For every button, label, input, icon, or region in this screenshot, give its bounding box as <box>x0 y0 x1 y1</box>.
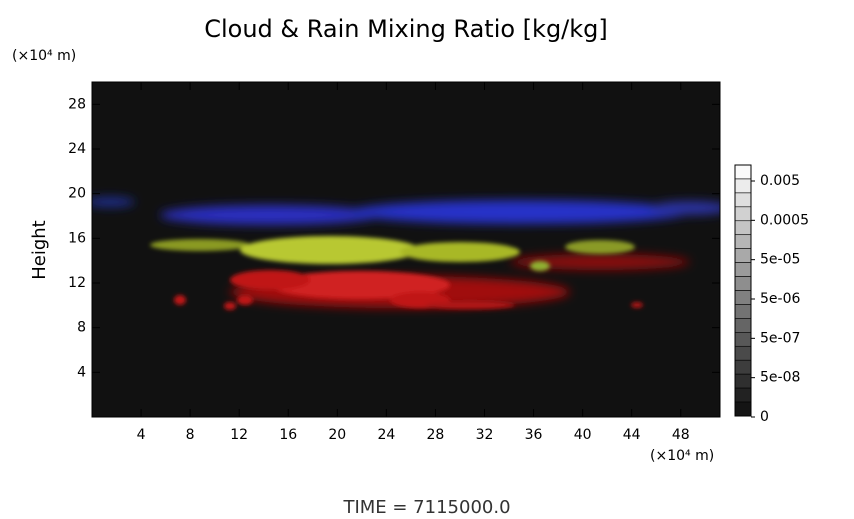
x-tick-label: 8 <box>186 427 195 443</box>
y-tick-label: 12 <box>68 275 86 291</box>
x-tick-label: 20 <box>328 427 346 443</box>
x-tick-label: 12 <box>230 427 248 443</box>
x-tick-label: 40 <box>574 427 592 443</box>
colorbar-segment <box>734 192 752 208</box>
colorbar-tick-label: 5e-08 <box>760 370 800 386</box>
x-tick-label: 48 <box>672 427 690 443</box>
colorbar-segment <box>734 276 752 291</box>
y-tick-label: 8 <box>77 320 86 336</box>
plot-frame <box>91 81 721 418</box>
y-axis-label: Height <box>29 220 50 280</box>
colorbar-segment <box>734 206 752 222</box>
colorbar-segment <box>734 234 752 249</box>
colorbar-segment <box>734 290 752 305</box>
colorbar-segment <box>734 318 752 333</box>
colorbar-segment <box>734 387 752 403</box>
x-tick-label: 24 <box>377 427 395 443</box>
x-tick-label: 44 <box>623 427 641 443</box>
y-tick-label: 16 <box>68 230 86 246</box>
y-tick-label: 20 <box>68 186 86 202</box>
colorbar-tick-label: 5e-07 <box>760 330 800 346</box>
chart-title: Cloud & Rain Mixing Ratio [kg/kg] <box>204 15 608 43</box>
colorbar-tick-label: 5e-06 <box>760 291 800 307</box>
colorbar-segment <box>734 248 752 263</box>
colorbar-segment <box>734 178 752 194</box>
colorbar-segment <box>734 164 752 180</box>
colorbar-segment <box>734 401 752 417</box>
y-tick-label: 28 <box>68 96 86 112</box>
y-tick-label: 24 <box>68 141 86 157</box>
x-tick-label: 32 <box>476 427 494 443</box>
y-unit: (×10⁴ m) <box>12 48 76 64</box>
colorbar-segment <box>734 332 752 347</box>
y-tick-label: 4 <box>77 364 86 380</box>
colorbar-segment <box>734 345 752 361</box>
colorbar-tick-label: 5e-05 <box>760 252 800 268</box>
x-unit: (×10⁴ m) <box>650 448 714 464</box>
footer: TIME = 7115000.0 <box>342 497 510 518</box>
colorbar-segment <box>734 262 752 277</box>
colorbar-segment <box>734 304 752 319</box>
x-tick-label: 16 <box>279 427 297 443</box>
x-tick-label: 36 <box>525 427 543 443</box>
colorbar-segment <box>734 373 752 389</box>
colorbar-tick-label: 0.005 <box>760 173 800 189</box>
colorbar-tick-label: 0.0005 <box>760 212 809 228</box>
colorbar-frame <box>734 164 752 417</box>
colorbar-segment <box>734 359 752 375</box>
x-tick-label: 28 <box>427 427 445 443</box>
x-tick-label: 4 <box>137 427 146 443</box>
colorbar-segment <box>734 220 752 236</box>
render <box>92 197 720 310</box>
colorbar-tick-label: 0 <box>760 409 769 425</box>
